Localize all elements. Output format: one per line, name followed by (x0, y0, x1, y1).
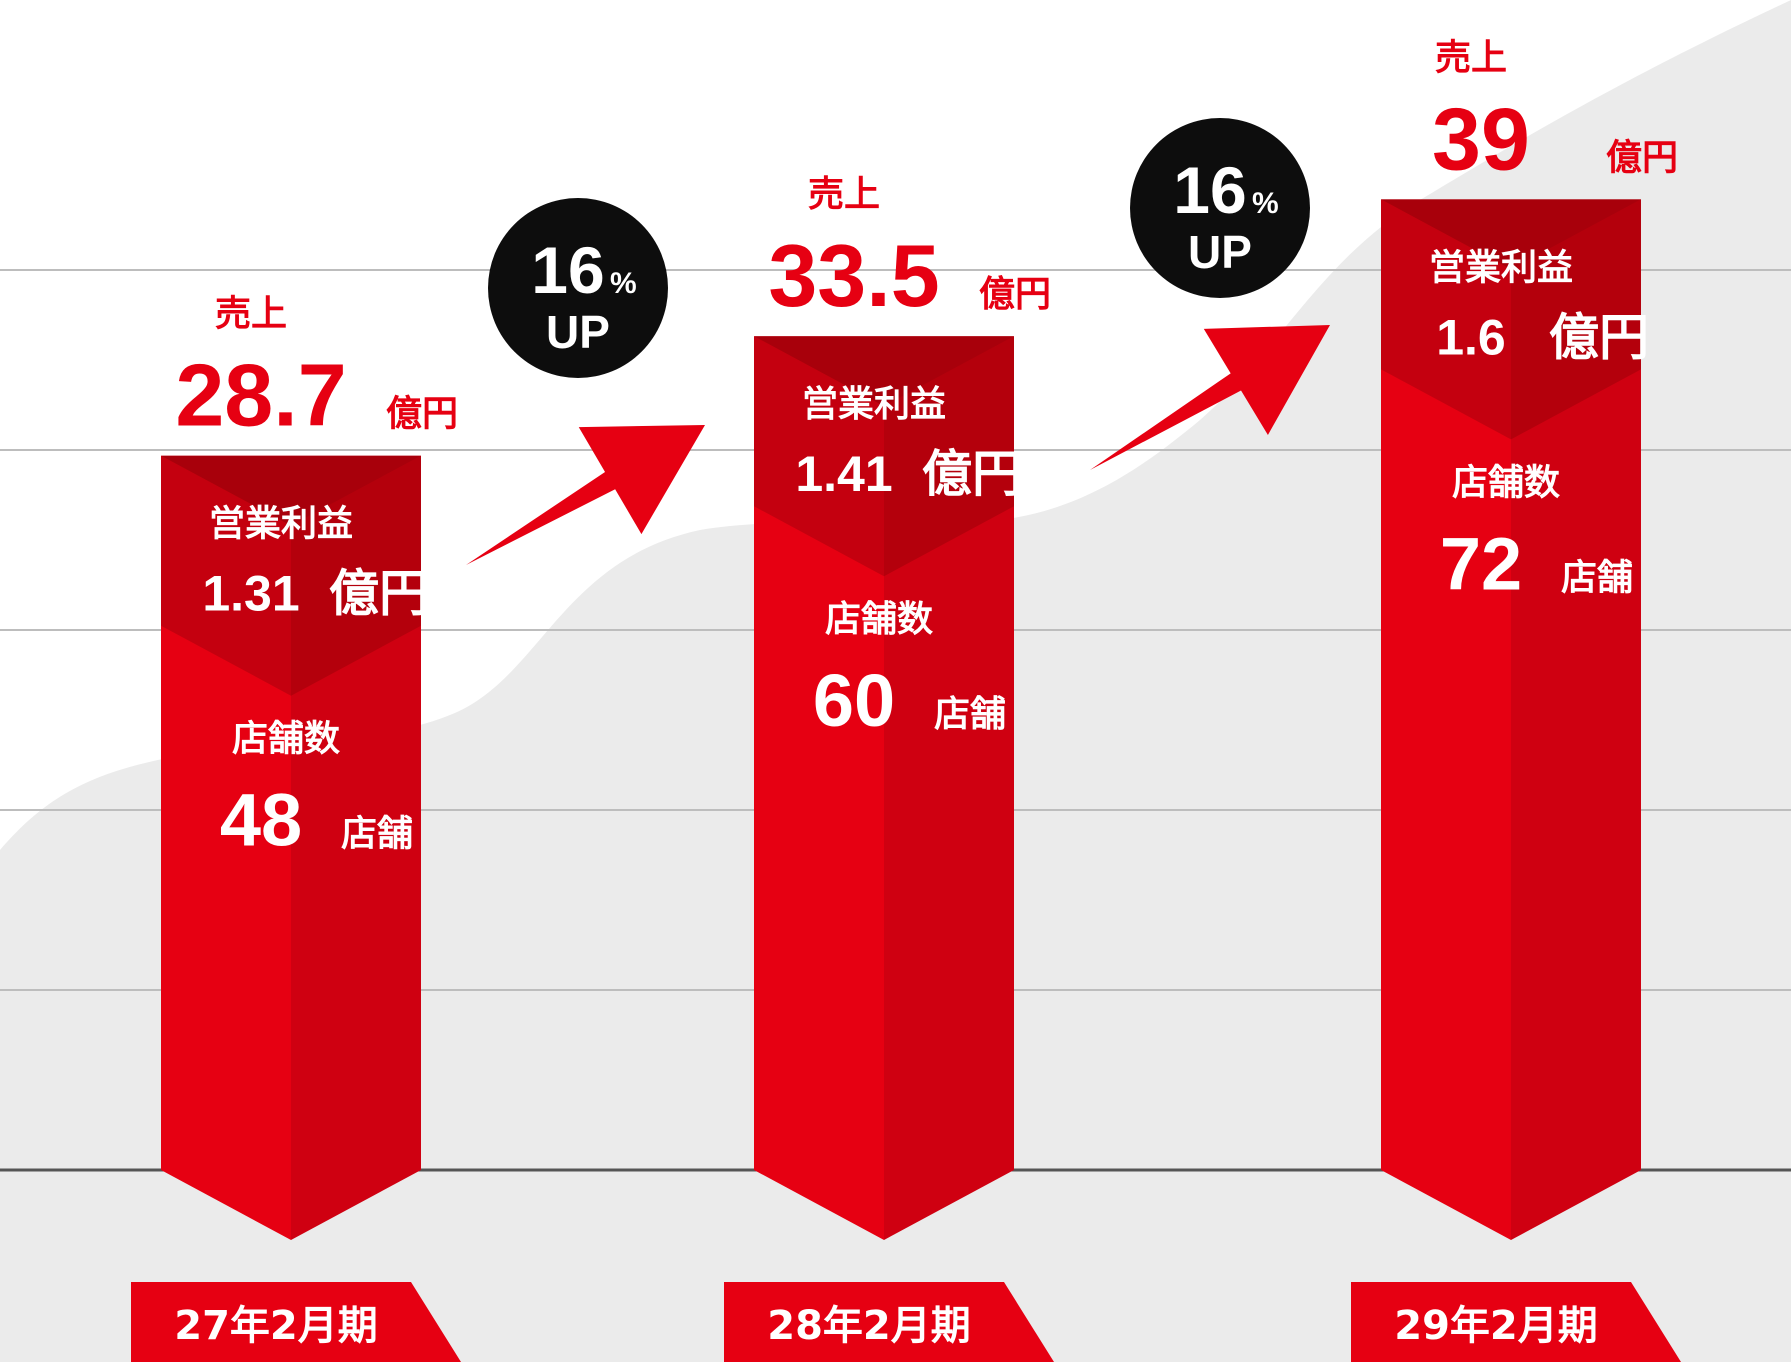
category-label: 27年2月期 (174, 1303, 378, 1349)
sales-unit: 億円 (979, 274, 1051, 315)
profit-label: 営業利益 (1429, 247, 1573, 288)
category-tab (1351, 1282, 1681, 1362)
bar-face-left (754, 336, 884, 1240)
growth-badge-label: UP (1188, 226, 1252, 278)
profit-unit: 億円 (329, 565, 429, 623)
bar-3 (1381, 199, 1641, 1240)
bar-top-notch (754, 336, 1014, 407)
category-label: 28年2月期 (767, 1303, 971, 1349)
profit-value: 1.31 (202, 566, 299, 622)
growth-arrow-icon (1090, 325, 1330, 470)
bar-top-notch (1381, 199, 1641, 270)
stores-value: 72 (1440, 522, 1522, 605)
growth-badge-unit: % (1252, 187, 1279, 220)
bar-band-left (161, 455, 291, 696)
stores-label: 店舗数 (1452, 462, 1560, 503)
profit-label: 営業利益 (802, 384, 946, 425)
growth-arrow-icon (466, 425, 705, 565)
profit-unit: 億円 (1549, 308, 1649, 366)
growth-badge-unit: % (610, 267, 637, 300)
sales-label: 売上 (215, 294, 287, 335)
stores-unit: 店舗 (341, 814, 413, 855)
profit-label: 営業利益 (209, 504, 353, 545)
growth-badge (488, 198, 668, 378)
growth-badge-value: 16 (531, 233, 604, 307)
bar-band-left (1381, 199, 1511, 440)
sales-value: 28.7 (175, 346, 346, 445)
growth-badge-label: UP (546, 306, 610, 358)
bar-face-right (884, 336, 1014, 1240)
stores-unit: 店舗 (1561, 557, 1633, 598)
bar-top-notch (161, 455, 421, 526)
bar-face-left (1381, 199, 1511, 1240)
bar-band-right (291, 455, 421, 696)
stores-unit: 店舗 (934, 694, 1006, 735)
bar-band-right (884, 336, 1014, 577)
stores-label: 店舗数 (825, 599, 933, 640)
category-tab (131, 1282, 461, 1362)
profit-value: 1.41 (795, 446, 892, 502)
bar-band-right (1511, 199, 1641, 440)
sales-value: 39 (1432, 89, 1530, 188)
bar-1 (161, 455, 421, 1240)
stores-value: 48 (220, 779, 302, 862)
sales-value: 33.5 (768, 226, 939, 325)
profit-unit: 億円 (922, 445, 1022, 503)
growth-badge (1130, 118, 1310, 298)
category-label: 29年2月期 (1394, 1303, 1598, 1349)
profit-value: 1.6 (1436, 309, 1506, 365)
bar-face-right (1511, 199, 1641, 1240)
bar-band-left (754, 336, 884, 577)
growth-badge-value: 16 (1173, 153, 1246, 227)
sales-label: 売上 (1435, 37, 1507, 78)
category-tab (724, 1282, 1054, 1362)
bar-2 (754, 336, 1014, 1240)
stores-value: 60 (813, 659, 895, 742)
sales-unit: 億円 (1606, 137, 1678, 178)
sales-label: 売上 (808, 174, 880, 215)
stores-label: 店舗数 (232, 719, 340, 760)
sales-unit: 億円 (386, 394, 458, 435)
